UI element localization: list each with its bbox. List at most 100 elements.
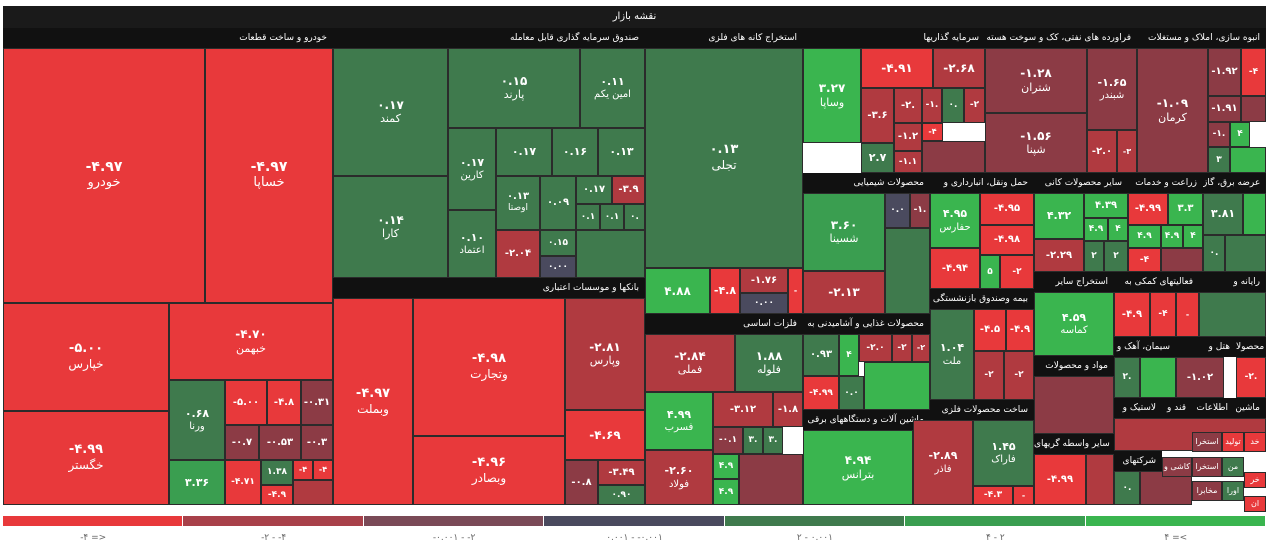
stock-tile[interactable]: -۴.۶۹ (565, 410, 645, 460)
stock-tile[interactable]: -۴.۹۷ خودرو (3, 48, 205, 303)
stock-tile[interactable]: ۰.۱۷ (496, 128, 552, 176)
sector-header[interactable]: فلزات اساسی (645, 314, 803, 334)
stock-tile[interactable]: ان (1244, 496, 1266, 512)
stock-tile[interactable]: -۳.۱۲ (713, 392, 773, 427)
stock-tile[interactable]: ۰.۱۰ اعتماد (448, 210, 496, 278)
stock-tile[interactable]: خد (1244, 432, 1266, 452)
stock-tile[interactable]: ۳. (763, 427, 783, 454)
stock-tile[interactable]: ۰.۰ (839, 376, 864, 410)
stock-tile[interactable] (1241, 96, 1266, 122)
stock-tile[interactable]: -۱.۰۲ (1176, 357, 1224, 398)
sector-header[interactable]: سایر واسطه گریهای (1034, 434, 1114, 454)
stock-tile[interactable]: -۲.۰۴ (496, 230, 540, 278)
stock-tile[interactable]: -۴.۹۹ (1128, 193, 1168, 225)
stock-tile[interactable]: ۴ (1230, 122, 1250, 147)
stock-tile[interactable]: -۲.۰ (1087, 130, 1117, 173)
stock-tile[interactable] (1230, 147, 1266, 173)
stock-tile[interactable]: ۴.۹۹ فسرب (645, 392, 713, 450)
sector-header[interactable]: استخراج سایر (1034, 272, 1114, 292)
stock-tile[interactable]: -۴ (293, 460, 313, 480)
stock-tile[interactable]: ۰.۱۵ (540, 230, 576, 256)
stock-tile[interactable]: ۴.۵۹ کماسه (1034, 292, 1114, 356)
stock-tile[interactable]: خر (1244, 472, 1266, 488)
sector-header[interactable]: فراورده های نفتی، کک و سوخت هسته (985, 28, 1137, 48)
stock-tile[interactable]: ۰.۱۵ پارند (448, 48, 580, 128)
stock-tile[interactable]: - (1176, 292, 1199, 337)
stock-tile[interactable]: ۰.۱۱ امین یکم (580, 48, 645, 128)
stock-tile[interactable] (1034, 376, 1114, 434)
stock-tile[interactable]: -۲ (974, 351, 1004, 400)
stock-tile[interactable]: ۱.۰۴ ملت (930, 309, 974, 400)
stock-tile[interactable]: -۲ (892, 334, 912, 362)
stock-tile[interactable]: -۵.۰۰ (225, 380, 267, 425)
sector-header[interactable]: رایانه و (1199, 272, 1266, 292)
stock-tile[interactable]: ۳.۸۱ (1203, 193, 1243, 235)
stock-tile[interactable]: -۱.۲ (894, 123, 922, 151)
stock-tile[interactable]: -۴.۳ (973, 486, 1013, 505)
stock-tile[interactable]: ۰.۱۳ اوصتا (496, 176, 540, 230)
stock-tile[interactable]: -۴.۹۹ (803, 376, 839, 410)
stock-tile[interactable]: ۰.۹۳ (803, 334, 839, 376)
stock-tile[interactable]: -۳.۹ (612, 176, 645, 204)
stock-tile[interactable]: -۲.۶۸ (933, 48, 985, 88)
stock-tile[interactable]: ۰.۱۶ (552, 128, 598, 176)
stock-tile[interactable]: -۰.۳۱ (301, 380, 333, 425)
sector-header[interactable]: محصولا (1236, 337, 1266, 357)
stock-tile[interactable]: -۲.۰ (859, 334, 892, 362)
stock-tile[interactable]: ۰. (1114, 471, 1140, 505)
stock-tile[interactable]: -۴.۹۹ خگستر (3, 411, 169, 505)
stock-tile[interactable]: -۱.۹۱ (1208, 96, 1241, 122)
stock-tile[interactable]: -۲ (964, 88, 985, 123)
stock-tile[interactable]: ۳ (1208, 147, 1230, 173)
stock-tile[interactable]: استخرا (1192, 457, 1222, 477)
stock-tile[interactable]: -۲.۶۰ فولاد (645, 450, 713, 505)
sector-header[interactable]: محصولات غذایی و آشامیدنی به (803, 314, 930, 334)
stock-tile[interactable]: ۴.۹ (713, 454, 739, 479)
stock-tile[interactable]: -۰.۵۳ (259, 425, 301, 460)
stock-tile[interactable]: -۴.۹۶ وبصادر (413, 436, 565, 505)
sector-header[interactable]: ماشین (1234, 398, 1266, 418)
stock-tile[interactable]: -۳ (1117, 130, 1137, 173)
stock-tile[interactable]: ۰.۰ (885, 193, 910, 228)
stock-tile[interactable]: ۰.۱ (600, 204, 624, 230)
stock-tile[interactable]: -۴.۷۱ (225, 460, 261, 505)
stock-tile[interactable]: ۰. (624, 204, 645, 230)
stock-tile[interactable]: کاشی و (1162, 457, 1192, 477)
stock-tile[interactable]: -۴ (922, 123, 943, 141)
stock-tile[interactable]: -۱.۹۲ (1208, 48, 1241, 96)
stock-tile[interactable]: ۱.۸۸ فلوله (735, 334, 803, 392)
stock-tile[interactable]: ۲ (1084, 241, 1104, 272)
stock-tile[interactable]: -۴.۹ (1114, 292, 1150, 337)
stock-tile[interactable]: ۴.۹ (713, 479, 739, 505)
stock-tile[interactable]: -۱. (922, 88, 942, 123)
stock-tile[interactable]: -۲.۱۳ (803, 271, 885, 314)
stock-tile[interactable]: -۴ (1128, 248, 1161, 272)
sector-header[interactable]: سایر محصولات کانی (1034, 173, 1128, 193)
stock-tile[interactable] (1161, 248, 1203, 272)
stock-tile[interactable]: -۴.۵ (974, 309, 1006, 351)
sector-header[interactable]: حمل ونقل، انبارداری و (930, 173, 1034, 193)
stock-tile[interactable]: ۲ (1104, 241, 1128, 272)
stock-tile[interactable]: ۴.۹۵ حفارس (930, 193, 980, 248)
stock-tile[interactable] (293, 480, 333, 505)
stock-tile[interactable]: -۴.۹۷ خساپا (205, 48, 333, 303)
stock-tile[interactable]: مخابرا (1192, 481, 1222, 501)
stock-tile[interactable]: ۰.۱۷ کمند (333, 48, 448, 176)
stock-tile[interactable] (1199, 292, 1266, 337)
stock-tile[interactable] (922, 141, 985, 173)
stock-tile[interactable]: ۴.۳۲ (1034, 193, 1084, 239)
stock-tile[interactable]: -۲.۸۱ وپارس (565, 298, 645, 410)
stock-tile[interactable]: ۴.۳۹ (1084, 193, 1128, 218)
sector-header[interactable]: صندوق سرمایه گذاری قابل معامله (333, 28, 645, 48)
stock-tile[interactable]: ۴.۹ (1161, 225, 1183, 248)
stock-tile[interactable]: -۴.۹ (1006, 309, 1034, 351)
stock-tile[interactable]: ۰.۱۷ کارین (448, 128, 496, 210)
stock-tile[interactable]: -۱.۵۶ شپنا (985, 113, 1087, 173)
stock-tile[interactable]: -۳.۶ (861, 88, 894, 143)
sector-header[interactable]: عرضه برق، گاز (1203, 173, 1266, 193)
stock-tile[interactable]: -۴.۸ (267, 380, 301, 425)
stock-tile[interactable] (739, 454, 803, 505)
stock-tile[interactable] (1243, 193, 1266, 235)
stock-tile[interactable]: -۴.۸ (710, 268, 740, 314)
stock-tile[interactable]: ۳. (743, 427, 763, 454)
